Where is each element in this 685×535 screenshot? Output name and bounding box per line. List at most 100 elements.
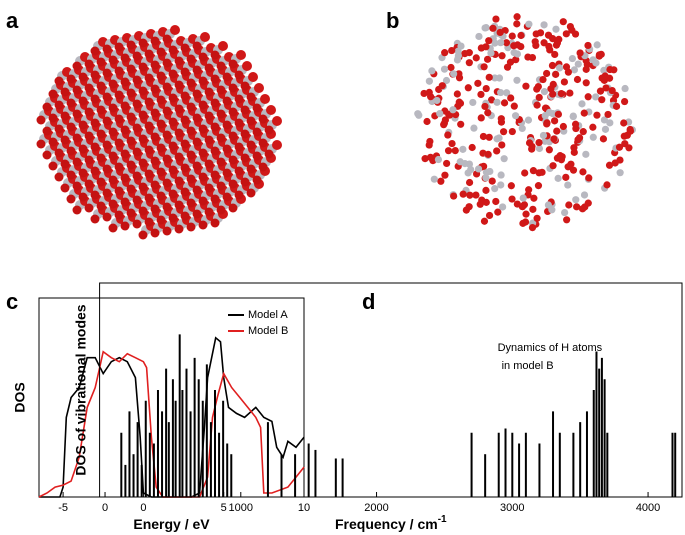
atom <box>447 63 455 72</box>
atom <box>162 106 172 116</box>
atom <box>535 144 544 153</box>
atom <box>168 93 178 103</box>
atom <box>42 150 52 160</box>
atom <box>132 51 142 61</box>
atom <box>260 94 270 104</box>
atom <box>114 210 124 220</box>
atom <box>469 98 477 107</box>
atom <box>258 114 268 124</box>
atom <box>242 61 252 71</box>
atom <box>480 217 489 225</box>
atom <box>436 109 444 118</box>
atom <box>272 116 282 126</box>
atom <box>144 121 154 131</box>
atom <box>421 155 429 163</box>
atom <box>578 100 586 108</box>
atom <box>216 157 226 167</box>
atom <box>180 163 190 173</box>
atom <box>156 47 166 57</box>
atom <box>108 55 118 65</box>
atom <box>180 115 190 125</box>
atom <box>258 162 268 172</box>
atom <box>557 90 565 98</box>
atom <box>228 179 238 189</box>
atom <box>485 37 493 45</box>
atom <box>60 111 70 121</box>
atom <box>78 168 88 178</box>
atom <box>204 63 214 73</box>
atom <box>621 97 629 106</box>
annotation: Dynamics of H atoms <box>498 342 603 354</box>
atom <box>441 171 449 179</box>
atom <box>150 180 160 190</box>
atom <box>174 128 184 138</box>
atom <box>114 138 124 148</box>
atom <box>72 205 82 215</box>
atom <box>216 133 226 143</box>
atom <box>180 211 190 221</box>
atom <box>596 87 605 95</box>
atom <box>162 82 172 92</box>
atom <box>497 118 506 126</box>
atom <box>66 74 76 84</box>
atom <box>90 46 100 56</box>
atom <box>584 93 592 101</box>
atom <box>60 183 70 193</box>
atom <box>96 105 106 115</box>
atom <box>180 139 190 149</box>
atom <box>488 177 496 185</box>
atom <box>574 60 582 68</box>
x-axis-label: Frequency / cm-1 <box>335 514 447 532</box>
cluster-image <box>414 13 636 232</box>
atom <box>102 188 112 198</box>
atom <box>210 122 220 132</box>
atom <box>60 87 70 97</box>
atom <box>174 224 184 234</box>
atom <box>248 72 258 82</box>
x-tick-label: 5 <box>221 502 227 514</box>
atom <box>42 126 52 136</box>
atom <box>552 25 560 33</box>
atom <box>204 87 214 97</box>
atom <box>120 197 130 207</box>
atom <box>66 170 76 180</box>
atom <box>530 194 538 202</box>
atom <box>528 223 537 232</box>
atom <box>482 43 490 51</box>
atom <box>448 139 456 148</box>
atom <box>565 201 573 209</box>
atom <box>66 98 76 108</box>
atom <box>492 197 500 206</box>
atom <box>216 85 226 95</box>
atom <box>573 75 582 84</box>
atom <box>192 89 202 99</box>
atom <box>593 41 601 49</box>
atom <box>54 76 64 86</box>
atom <box>438 82 446 90</box>
atom <box>543 120 551 128</box>
atom <box>234 70 244 80</box>
atom <box>84 131 94 141</box>
atom <box>240 129 250 139</box>
atom <box>120 173 130 183</box>
atom <box>96 153 106 163</box>
atom <box>252 103 262 113</box>
atom <box>589 133 597 141</box>
atom <box>162 130 172 140</box>
atom <box>174 56 184 66</box>
atom <box>555 35 563 43</box>
atom <box>168 213 178 223</box>
atom <box>529 167 538 175</box>
atom <box>54 172 64 182</box>
atom <box>198 172 208 182</box>
atom <box>585 174 593 182</box>
atom <box>228 131 238 141</box>
atom <box>102 140 112 150</box>
atom <box>234 142 244 152</box>
atom <box>162 226 172 236</box>
atom <box>559 18 567 26</box>
atom <box>272 140 282 150</box>
atom <box>126 208 136 218</box>
atom <box>503 89 511 97</box>
